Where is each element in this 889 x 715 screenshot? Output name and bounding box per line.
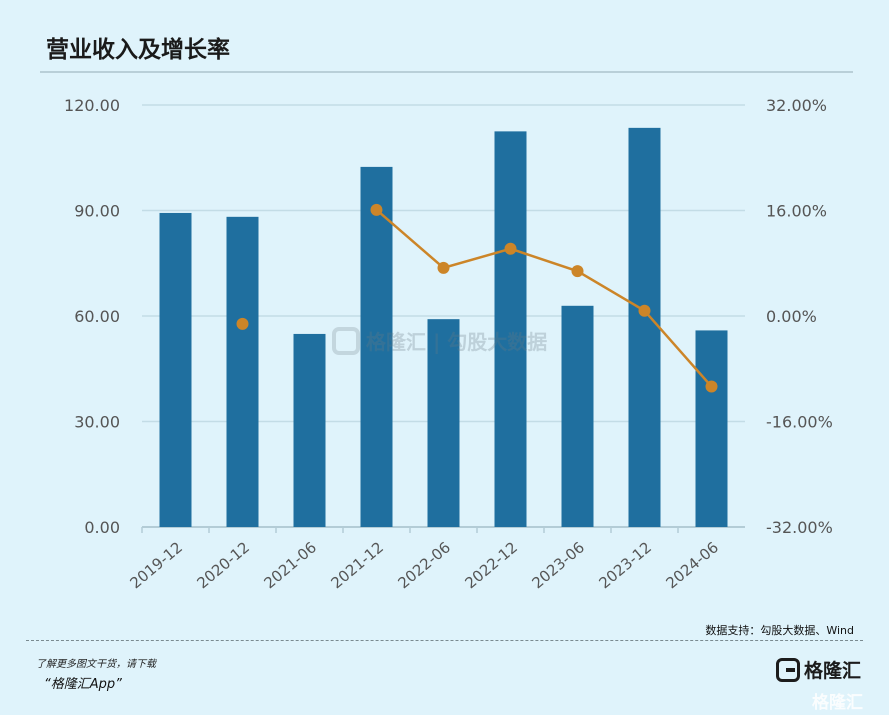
growth-point xyxy=(370,203,383,216)
bar xyxy=(494,131,527,527)
bar xyxy=(427,319,460,527)
growth-point xyxy=(705,380,718,393)
bar xyxy=(628,127,661,527)
y-right-tick-label: 32.00% xyxy=(766,96,827,115)
promo-app-name: “格隆汇App” xyxy=(44,677,122,692)
brand-logo-text: 格隆汇 xyxy=(804,660,862,682)
chart-title: 营业收入及增长率 xyxy=(46,37,230,63)
y-right-tick-label: -32.00% xyxy=(766,518,833,537)
x-tick-label: 2021-12 xyxy=(327,538,387,592)
footer-divider xyxy=(26,640,863,641)
y-left-tick-label: 30.00 xyxy=(74,413,120,432)
x-tick-label: 2020-12 xyxy=(193,538,253,592)
y-right-tick-label: 0.00% xyxy=(766,307,817,326)
bar xyxy=(360,166,393,528)
brand-logo: 格隆汇 xyxy=(776,656,861,683)
x-tick-label: 2023-12 xyxy=(595,538,655,592)
y-left-tick-label: 0.00 xyxy=(84,518,120,537)
bar xyxy=(293,333,326,527)
x-tick-label: 2023-06 xyxy=(528,538,588,592)
growth-point xyxy=(504,242,517,255)
bar xyxy=(159,212,192,527)
bar xyxy=(226,216,259,527)
x-tick-label: 2024-06 xyxy=(662,538,722,592)
x-tick-label: 2021-06 xyxy=(260,538,320,592)
title-divider xyxy=(40,71,853,73)
chart-canvas: 0.00 30.00 60.00 90.00 120.00 -32.00% -16.00% 0… xyxy=(64,96,833,592)
growth-point xyxy=(437,261,450,274)
bar xyxy=(695,330,728,527)
y-right-tick-label: -16.00% xyxy=(766,413,833,432)
growth-point xyxy=(236,317,249,330)
x-tick-label: 2022-12 xyxy=(461,538,521,592)
growth-point xyxy=(638,304,651,317)
y-left-tick-label: 90.00 xyxy=(74,202,120,221)
bar xyxy=(561,305,594,527)
corner-watermark: 格隆汇 xyxy=(812,693,863,713)
y-left-tick-label: 120.00 xyxy=(64,96,120,115)
growth-line xyxy=(375,208,713,388)
brand-logo-icon xyxy=(776,657,800,682)
x-tick-label: 2022-06 xyxy=(394,538,454,592)
y-left-tick-label: 60.00 xyxy=(74,307,120,326)
promo-text: 了解更多图文干货，请下载 xyxy=(36,659,156,670)
y-right-tick-label: 16.00% xyxy=(766,202,827,221)
x-tick-label: 2019-12 xyxy=(126,538,186,592)
growth-point xyxy=(571,265,584,278)
data-source: 数据支持：勾股大数据、Wind xyxy=(705,624,854,637)
